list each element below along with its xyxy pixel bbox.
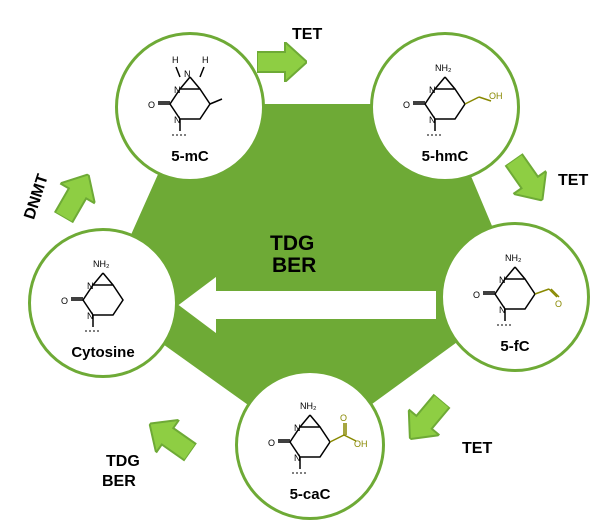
- node-label-5fc: 5-fC: [500, 338, 529, 355]
- svg-text:O: O: [148, 100, 155, 110]
- svg-text:NH₂: NH₂: [300, 401, 317, 411]
- node-5fc: N N O O NH₂ 5-fC: [440, 222, 590, 372]
- struct-5cac: N N O O OH NH₂: [250, 387, 370, 482]
- center-arrow: [177, 275, 437, 335]
- arrow-label-a1: TET: [292, 26, 322, 44]
- node-5cac: N N O O OH NH₂ 5-caC: [235, 370, 385, 520]
- struct-5mc: N N O H H N: [130, 49, 250, 144]
- svg-text:H: H: [202, 55, 209, 65]
- node-5hmc: N N O OH NH₂ 5-hmC: [370, 32, 520, 182]
- struct-cyt: N N O NH₂: [43, 245, 163, 340]
- svg-text:H: H: [172, 55, 179, 65]
- node-label-5hmc: 5-hmC: [422, 148, 469, 165]
- node-label-5mc: 5-mC: [171, 148, 209, 165]
- arrow-label-a3: TET: [462, 440, 492, 458]
- svg-text:O: O: [340, 413, 347, 423]
- cycle-arrow-a1: [257, 42, 307, 82]
- node-label-5cac: 5-caC: [290, 486, 331, 503]
- svg-text:N: N: [429, 85, 436, 95]
- svg-text:N: N: [184, 69, 191, 79]
- node-5mc: N N O H H N 5-mC: [115, 32, 265, 182]
- node-label-cyt: Cytosine: [71, 344, 134, 361]
- svg-text:N: N: [294, 423, 301, 433]
- svg-text:N: N: [87, 281, 94, 291]
- arrow-label-a4b: BER: [102, 473, 136, 491]
- svg-text:N: N: [499, 275, 506, 285]
- center-label-ber: BER: [272, 254, 316, 278]
- svg-text:O: O: [268, 438, 275, 448]
- svg-text:O: O: [473, 290, 480, 300]
- svg-text:NH₂: NH₂: [93, 259, 110, 269]
- svg-text:NH₂: NH₂: [505, 253, 522, 263]
- center-label-tdg: TDG: [270, 232, 314, 256]
- svg-text:N: N: [174, 85, 181, 95]
- svg-text:O: O: [61, 296, 68, 306]
- svg-text:OH: OH: [489, 91, 503, 101]
- struct-5hmc: N N O OH NH₂: [385, 49, 505, 144]
- svg-text:NH₂: NH₂: [435, 63, 452, 73]
- struct-5fc: N N O O NH₂: [455, 239, 575, 334]
- svg-text:O: O: [403, 100, 410, 110]
- arrow-label-a2: TET: [558, 172, 588, 190]
- svg-text:OH: OH: [354, 439, 368, 449]
- arrow-label-a4: TDG: [106, 453, 140, 471]
- node-cyt: N N O NH₂ Cytosine: [28, 228, 178, 378]
- svg-text:O: O: [555, 299, 562, 309]
